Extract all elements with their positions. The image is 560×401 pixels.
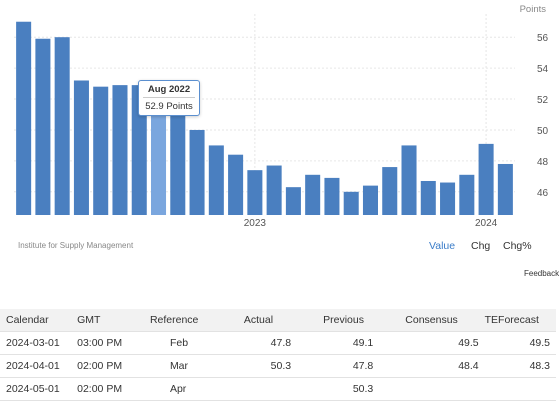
bar [401,145,417,215]
cell-gmt: 03:00 PM [77,331,148,355]
bar [73,80,89,215]
bar [420,180,436,215]
units-label: Points [519,4,546,15]
bar [151,85,167,215]
cell-teforecast: 48.3 [478,354,556,378]
y-tick-label: 50 [537,126,549,137]
view-chg-percent-tab[interactable]: Chg% [503,240,532,252]
header-calendar: Calendar [0,309,78,332]
bar [16,21,32,215]
cell-previous: 50.3 [311,377,384,401]
bar [459,174,475,215]
bar [228,154,244,215]
bar [93,86,109,216]
chart-panel: 46 48 50 52 54 56 2023 2024 Points Aug 2022 52.… [14,4,560,278]
cell-actual [233,377,312,401]
table-row: 2024-04-01 02:00 PM Mar 50.3 47.8 48.4 4… [0,354,556,378]
bar [35,38,51,215]
feedback-link[interactable]: Feedback [524,269,560,278]
bar [343,191,359,215]
header-actual: Actual [233,309,312,332]
cell-gmt: 02:00 PM [77,354,148,378]
cell-calendar: 2024-03-01 [0,331,78,355]
cell-reference: Mar [147,354,234,378]
y-tick-label: 46 [537,188,549,199]
bar [440,182,456,215]
bar [247,170,263,215]
header-consensus: Consensus [383,309,479,332]
y-tick-label: 52 [537,95,549,106]
bar [362,185,378,215]
cell-actual: 50.3 [233,354,312,378]
bar [382,167,398,215]
bar [285,187,301,215]
view-value-tab[interactable]: Value [429,240,456,252]
source-label: Institute for Supply Management [18,241,134,250]
y-tick-label: 54 [537,64,549,75]
cell-actual: 47.8 [233,331,312,355]
cell-previous: 47.8 [311,354,384,378]
cell-teforecast: 49.5 [478,331,556,355]
cell-consensus: 49.5 [383,331,479,355]
bar [54,37,70,215]
cell-reference: Feb [147,331,234,355]
bar [112,85,128,215]
x-tick-label: 2023 [244,218,267,229]
cell-reference: Apr [147,377,234,401]
bar [497,163,513,215]
y-tick-label: 48 [537,157,549,168]
bar [170,112,186,215]
header-gmt: GMT [77,309,148,332]
cell-consensus [383,377,479,401]
header-reference: Reference [147,309,234,332]
bar [189,129,205,215]
calendar-header-row: Calendar GMT Reference Actual Previous C… [0,309,556,332]
cell-previous: 49.1 [311,331,384,355]
bar [131,85,147,215]
x-tick-label: 2024 [475,218,498,229]
bar [478,143,494,215]
bar [324,177,340,215]
view-chg-tab[interactable]: Chg [471,240,491,252]
chart-tooltip: Aug 2022 52.9 Points [138,80,200,116]
y-tick-label: 56 [537,33,549,44]
cell-gmt: 02:00 PM [77,377,148,401]
tooltip-value: 52.9 Points [145,101,193,112]
calendar-table: Calendar GMT Reference Actual Previous C… [0,309,556,401]
table-row: 2024-05-01 02:00 PM Apr 50.3 [0,377,556,401]
bar-chart: 46 48 50 52 54 56 2023 2024 [14,14,549,229]
cell-teforecast [478,377,556,401]
header-teforecast: TEForecast [478,309,556,332]
header-previous: Previous [311,309,384,332]
tooltip-title: Aug 2022 [143,84,195,98]
bar [208,145,224,215]
cell-consensus: 48.4 [383,354,479,378]
table-row: 2024-03-01 03:00 PM Feb 47.8 49.1 49.5 4… [0,331,556,355]
bar [305,174,321,215]
bar [266,165,282,215]
cell-calendar: 2024-04-01 [0,354,78,378]
cell-calendar: 2024-05-01 [0,377,78,401]
